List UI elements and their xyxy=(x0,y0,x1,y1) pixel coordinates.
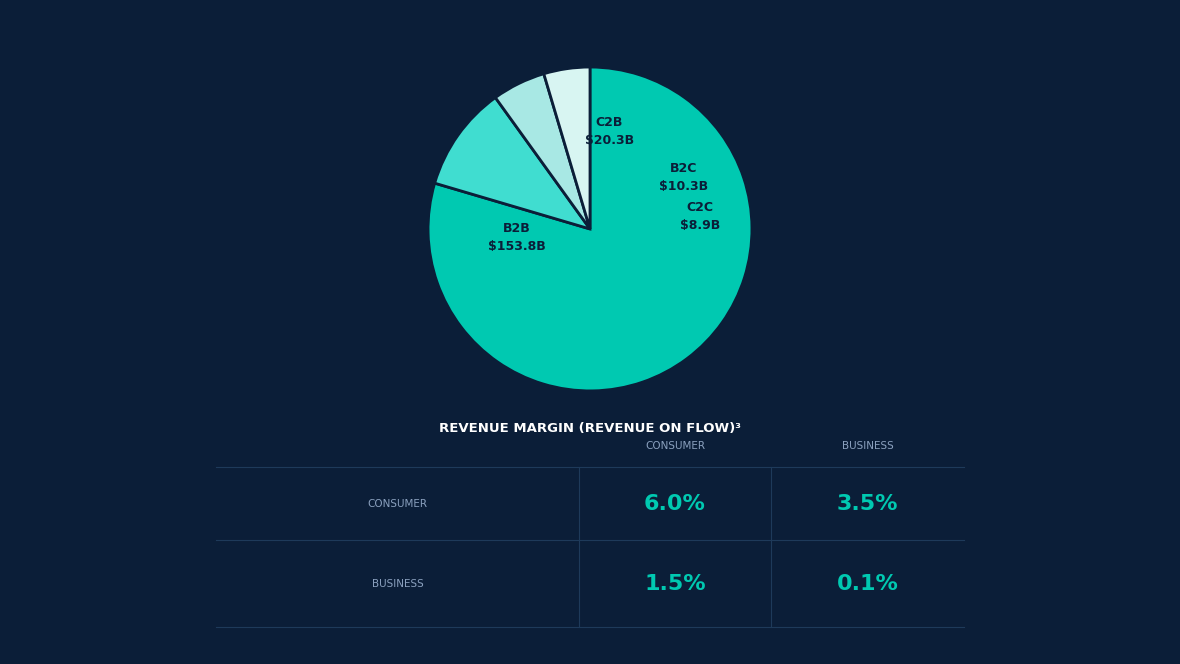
Text: CONSUMER: CONSUMER xyxy=(367,499,427,509)
Text: 0.1%: 0.1% xyxy=(837,574,898,594)
Wedge shape xyxy=(544,67,590,229)
Wedge shape xyxy=(428,67,752,391)
Text: BUSINESS: BUSINESS xyxy=(841,441,893,451)
Wedge shape xyxy=(434,98,590,229)
Text: BUSINESS: BUSINESS xyxy=(372,578,424,588)
Text: C2B
$20.3B: C2B $20.3B xyxy=(585,116,634,147)
Text: B2B
$153.8B: B2B $153.8B xyxy=(489,222,546,252)
Text: REVENUE MARGIN (REVENUE ON FLOW)³: REVENUE MARGIN (REVENUE ON FLOW)³ xyxy=(439,422,741,436)
Text: C2C
$8.9B: C2C $8.9B xyxy=(680,201,720,232)
Text: 3.5%: 3.5% xyxy=(837,493,898,513)
Text: 1.5%: 1.5% xyxy=(644,574,706,594)
Text: B2C
$10.3B: B2C $10.3B xyxy=(660,161,708,193)
Wedge shape xyxy=(496,74,590,229)
Text: 6.0%: 6.0% xyxy=(644,493,706,513)
Text: CONSUMER: CONSUMER xyxy=(645,441,704,451)
